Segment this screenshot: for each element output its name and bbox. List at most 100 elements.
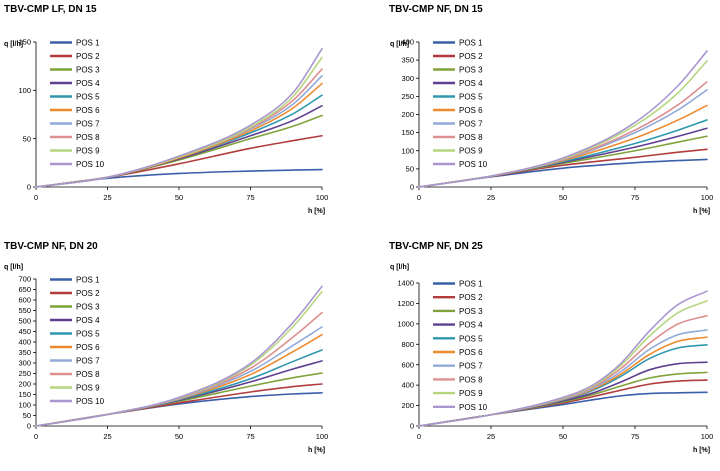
x-tick-label: 100 [701, 193, 714, 202]
series-line-10 [418, 290, 708, 427]
legend-label-10: POS 10 [459, 160, 488, 169]
chart-title: TBV-CMP NF, DN 20 [4, 241, 98, 252]
y-tick-label: 100 [18, 401, 31, 410]
y-tick-label: 1400 [397, 279, 414, 288]
legend-label-10: POS 10 [76, 160, 105, 169]
legend-label-1: POS 1 [76, 276, 100, 285]
chart-title: TBV-CMP LF, DN 15 [4, 4, 97, 15]
legend-label-2: POS 2 [76, 52, 100, 61]
y-tick-label: 200 [18, 380, 31, 389]
series-line-10 [418, 50, 708, 188]
legend-label-7: POS 7 [76, 120, 100, 129]
legend-label-4: POS 4 [459, 321, 483, 330]
x-axis-label: h [%] [308, 208, 325, 215]
x-tick-label: 0 [34, 193, 38, 202]
y-axis-label: q [l/h] [390, 41, 409, 48]
x-tick-label: 75 [246, 193, 254, 202]
y-axis-label: q [l/h] [4, 264, 23, 271]
y-tick-label: 800 [401, 340, 414, 349]
legend-label-5: POS 5 [459, 334, 483, 343]
y-tick-label: 50 [23, 134, 31, 143]
y-tick-label: 400 [401, 38, 414, 47]
legend-label-2: POS 2 [76, 289, 100, 298]
legend-label-2: POS 2 [459, 293, 483, 302]
y-tick-label: 50 [406, 164, 414, 173]
legend-label-6: POS 6 [459, 348, 483, 357]
y-tick-label: 150 [18, 38, 31, 47]
y-tick-label: 700 [18, 275, 31, 284]
legend-label-8: POS 8 [76, 133, 100, 142]
y-tick-label: 600 [18, 296, 31, 305]
legend-label-5: POS 5 [459, 93, 483, 102]
chart-title: TBV-CMP NF, DN 25 [389, 241, 483, 252]
y-tick-label: 550 [18, 306, 31, 315]
legend-label-3: POS 3 [459, 66, 483, 75]
legend-label-3: POS 3 [76, 303, 100, 312]
chart-panel-2: TBV-CMP NF, DN 15 q [l/h] h [%] 0 50 100 150 20… [389, 4, 713, 215]
legend-label-6: POS 6 [76, 343, 100, 352]
legend-label-9: POS 9 [76, 384, 100, 393]
y-tick-label: 200 [401, 401, 414, 410]
x-tick-label: 25 [103, 432, 111, 441]
x-axis-label: h [%] [693, 447, 710, 454]
legend-label-5: POS 5 [76, 93, 100, 102]
legend-label-2: POS 2 [459, 52, 483, 61]
x-tick-label: 25 [487, 193, 495, 202]
x-tick-label: 100 [316, 432, 329, 441]
legend-label-9: POS 9 [76, 147, 100, 156]
legend-label-10: POS 10 [76, 397, 105, 406]
y-axis-label: q [l/h] [4, 41, 23, 48]
y-tick-label: 100 [18, 86, 31, 95]
x-tick-label: 75 [631, 193, 639, 202]
x-axis-label: h [%] [693, 208, 710, 215]
y-tick-label: 350 [18, 348, 31, 357]
chart-title: TBV-CMP NF, DN 15 [389, 4, 483, 15]
legend-label-9: POS 9 [459, 389, 483, 398]
legend-label-8: POS 8 [76, 370, 100, 379]
y-tick-label: 0 [27, 422, 31, 431]
x-tick-label: 50 [559, 193, 567, 202]
series-line-10 [35, 285, 323, 427]
x-tick-label: 75 [246, 432, 254, 441]
legend-label-1: POS 1 [459, 39, 483, 48]
x-tick-label: 25 [103, 193, 111, 202]
chart-panel-3: TBV-CMP NF, DN 20q [l/h]h [%]05010015020… [4, 241, 328, 454]
x-tick-label: 0 [417, 193, 421, 202]
y-tick-label: 500 [18, 317, 31, 326]
legend-label-1: POS 1 [76, 39, 100, 48]
x-tick-label: 50 [559, 432, 567, 441]
x-axis-label: h [%] [308, 447, 325, 454]
y-tick-label: 50 [23, 411, 31, 420]
y-tick-label: 0 [410, 422, 414, 431]
x-tick-label: 0 [417, 432, 421, 441]
legend-label-6: POS 6 [76, 106, 100, 115]
legend-label-4: POS 4 [459, 79, 483, 88]
x-tick-label: 50 [175, 432, 183, 441]
y-axis-label: q [l/h] [390, 264, 409, 271]
y-tick-label: 100 [401, 146, 414, 155]
legend-label-7: POS 7 [459, 120, 483, 129]
y-tick-label: 1000 [397, 319, 414, 328]
y-tick-label: 250 [18, 369, 31, 378]
y-tick-label: 150 [18, 390, 31, 399]
legend-label-5: POS 5 [76, 330, 100, 339]
y-tick-label: 350 [401, 56, 414, 65]
legend-label-4: POS 4 [76, 316, 100, 325]
x-tick-label: 100 [316, 193, 329, 202]
y-tick-label: 450 [18, 327, 31, 336]
legend-label-8: POS 8 [459, 375, 483, 384]
x-tick-label: 50 [175, 193, 183, 202]
y-tick-label: 0 [27, 183, 31, 192]
y-tick-label: 1200 [397, 299, 414, 308]
legend-label-4: POS 4 [76, 79, 100, 88]
y-tick-label: 150 [401, 128, 414, 137]
x-tick-label: 100 [701, 432, 714, 441]
legend-label-10: POS 10 [459, 403, 488, 412]
x-tick-label: 25 [487, 432, 495, 441]
legend-label-7: POS 7 [76, 357, 100, 366]
legend-label-1: POS 1 [459, 280, 483, 289]
y-tick-label: 300 [18, 359, 31, 368]
legend-label-3: POS 3 [76, 66, 100, 75]
y-tick-label: 650 [18, 285, 31, 294]
